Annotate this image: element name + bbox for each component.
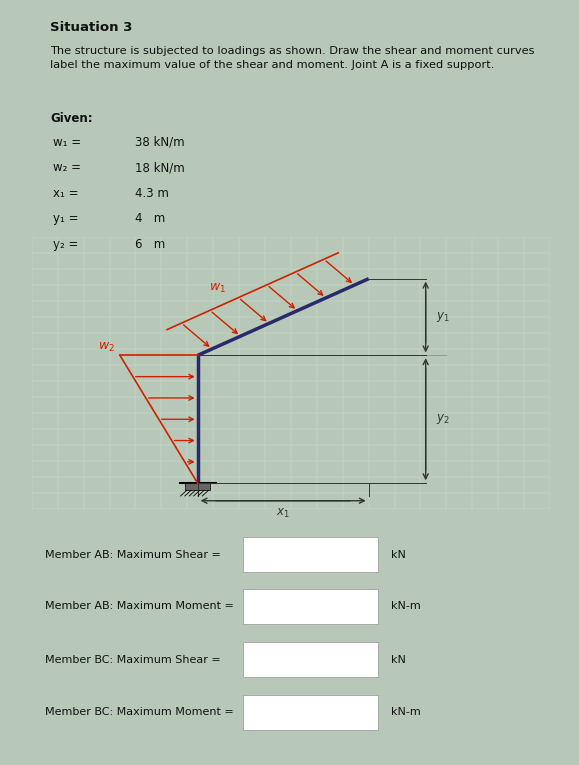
Text: $y_2$: $y_2$ (436, 412, 450, 426)
Text: x₁ =: x₁ = (53, 187, 78, 200)
Text: $x_1$: $x_1$ (276, 507, 290, 520)
Text: kN-m: kN-m (391, 708, 421, 718)
Bar (243, 643, 379, 677)
Text: kN: kN (391, 655, 406, 665)
Bar (243, 695, 379, 730)
Text: y₂ =: y₂ = (53, 238, 78, 251)
Text: w₂ =: w₂ = (53, 161, 80, 174)
Text: 4   m: 4 m (135, 212, 166, 225)
Text: Given:: Given: (50, 112, 93, 125)
Text: kN-m: kN-m (391, 601, 421, 611)
Text: w₁ =: w₁ = (53, 135, 80, 148)
Text: $w_2$: $w_2$ (98, 340, 115, 353)
Text: The structure is subjected to loadings as shown. Draw the shear and moment curve: The structure is subjected to loadings a… (50, 46, 534, 70)
Bar (243, 537, 379, 572)
Text: Member AB: Maximum Moment =: Member AB: Maximum Moment = (45, 601, 233, 611)
Bar (185, 483, 210, 490)
Text: Member BC: Maximum Moment =: Member BC: Maximum Moment = (45, 708, 233, 718)
Text: Member AB: Maximum Shear =: Member AB: Maximum Shear = (45, 550, 221, 560)
Text: kN: kN (391, 550, 406, 560)
Text: 18 kN/m: 18 kN/m (135, 161, 185, 174)
Text: 4.3 m: 4.3 m (135, 187, 170, 200)
Bar (243, 589, 379, 623)
Text: 38 kN/m: 38 kN/m (135, 135, 185, 148)
Text: Situation 3: Situation 3 (50, 21, 133, 34)
Text: y₁ =: y₁ = (53, 212, 78, 225)
Text: Member BC: Maximum Shear =: Member BC: Maximum Shear = (45, 655, 220, 665)
Text: $w_1$: $w_1$ (210, 282, 226, 295)
Text: 6   m: 6 m (135, 238, 166, 251)
Text: $y_1$: $y_1$ (436, 310, 450, 324)
